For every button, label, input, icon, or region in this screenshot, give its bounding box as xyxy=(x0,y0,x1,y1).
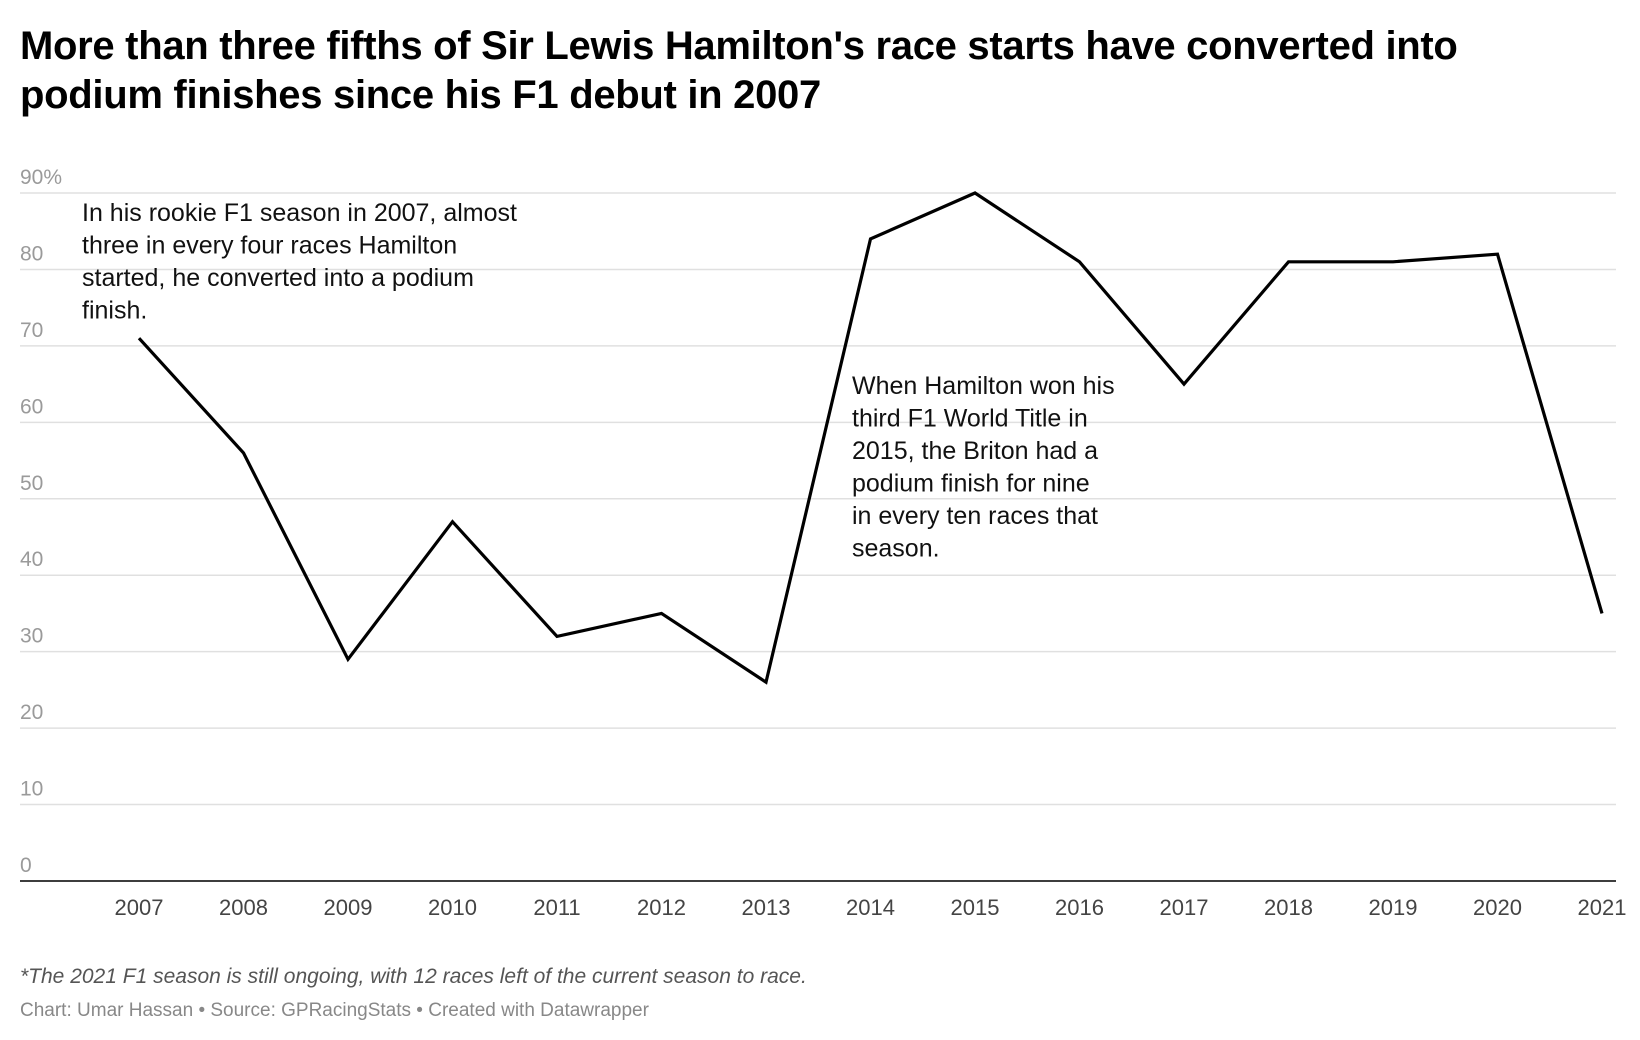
annotation-line: podium finish for nine xyxy=(852,470,1090,498)
x-tick-label: 2021 xyxy=(1578,895,1627,920)
y-tick-label: 70 xyxy=(20,319,43,342)
x-tick-label: 2018 xyxy=(1264,895,1313,920)
credits: Chart: Umar Hassan • Source: GPRacingSta… xyxy=(20,1000,649,1021)
x-tick-label: 2011 xyxy=(533,895,580,920)
annotation-line: When Hamilton won his xyxy=(852,372,1115,400)
annotation-1: In his rookie F1 season in 2007, almost t… xyxy=(82,199,517,325)
x-tick-label: 2013 xyxy=(742,895,791,920)
annotation-line: started, he converted into a podium xyxy=(82,264,474,292)
y-tick-label: 50 xyxy=(20,472,43,495)
y-tick-label: 40 xyxy=(20,548,43,571)
x-tick-label: 2015 xyxy=(951,895,1000,920)
y-tick-label: 10 xyxy=(20,778,43,801)
y-tick-label: 0 xyxy=(20,854,32,877)
annotation-line: third F1 World Title in xyxy=(852,405,1088,433)
annotation-line: 2015, the Briton had a xyxy=(852,437,1098,465)
x-tick-label: 2012 xyxy=(637,895,686,920)
x-tick-label: 2008 xyxy=(219,895,268,920)
x-tick-label: 2019 xyxy=(1369,895,1418,920)
y-tick-label: 30 xyxy=(20,625,43,648)
x-tick-label: 2020 xyxy=(1473,895,1522,920)
y-tick-label: 20 xyxy=(20,701,43,724)
annotation-2: When Hamilton won his third F1 World Titl… xyxy=(852,372,1115,563)
x-tick-label: 2016 xyxy=(1055,895,1104,920)
x-tick-label: 2017 xyxy=(1160,895,1209,920)
x-tick-label: 2009 xyxy=(324,895,373,920)
y-tick-label: 60 xyxy=(20,395,43,418)
y-tick-label: 90% xyxy=(20,166,62,189)
x-tick-label: 2007 xyxy=(115,895,164,920)
annotation-line: finish. xyxy=(82,297,147,325)
y-axis-ticks: 0 10 20 30 40 50 60 70 80 90% xyxy=(20,166,62,877)
annotations: In his rookie F1 season in 2007, almost t… xyxy=(82,199,1115,563)
annotation-line: three in every four races Hamilton xyxy=(82,232,457,260)
annotation-line: In his rookie F1 season in 2007, almost xyxy=(82,199,517,227)
series-line xyxy=(137,191,1604,685)
x-tick-label: 2010 xyxy=(428,895,477,920)
gridlines xyxy=(20,192,1616,806)
x-tick-label: 2014 xyxy=(846,895,895,920)
line-chart: 0 10 20 30 40 50 60 70 80 90% 2007 2008 2009 2010 201… xyxy=(20,166,1627,920)
chart-title: More than three fifths of Sir Lewis Hami… xyxy=(20,24,1458,117)
y-tick-label: 80 xyxy=(20,242,43,265)
annotation-line: season. xyxy=(852,535,940,563)
footnote: *The 2021 F1 season is still ongoing, wi… xyxy=(20,965,807,988)
annotation-line: in every ten races that xyxy=(852,502,1098,530)
x-axis-ticks: 2007 2008 2009 2010 2011 2012 2013 2014 2015 2016… xyxy=(115,895,1627,920)
